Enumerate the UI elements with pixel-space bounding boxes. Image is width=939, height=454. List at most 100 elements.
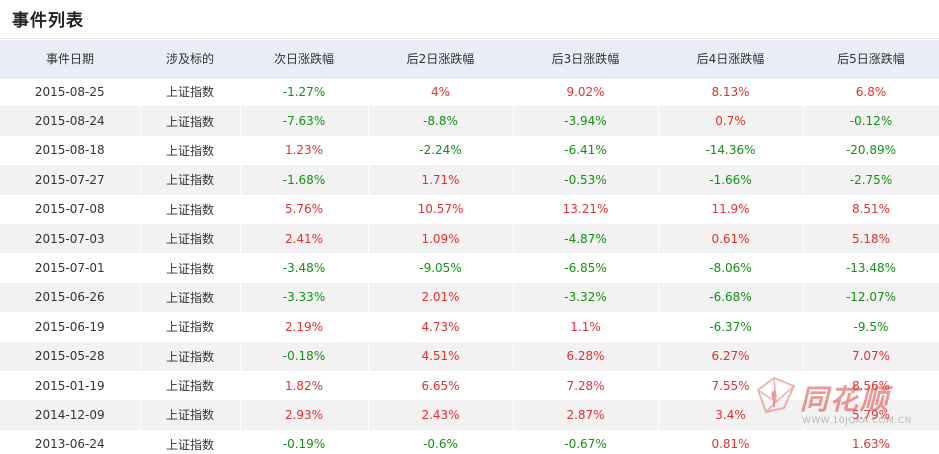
- cell-day4: -14.36%: [658, 135, 804, 166]
- cell-day2: 6.65%: [368, 370, 514, 401]
- cell-day3: 6.28%: [513, 341, 659, 371]
- cell-day1: 2.41%: [240, 223, 369, 254]
- page-header: 事件列表: [0, 0, 939, 38]
- cell-day5: 8.51%: [803, 194, 939, 224]
- table-row: 2015-08-24 上证指数 -7.63% -8.8% -3.94% 0.7% -0.12…: [0, 106, 939, 136]
- cell-day5: 8.56%: [803, 370, 939, 401]
- cell-date: 2013-06-24: [0, 429, 141, 454]
- cell-day5: 6.8%: [803, 77, 939, 107]
- cell-day5: -9.5%: [803, 312, 939, 342]
- cell-day1: 1.82%: [240, 370, 369, 401]
- cell-day1: -3.48%: [240, 253, 369, 283]
- cell-day4: -8.06%: [658, 253, 804, 283]
- column-header-day3: 后3日涨跌幅: [513, 40, 658, 78]
- cell-day3: -4.87%: [513, 223, 659, 254]
- cell-day1: -1.68%: [240, 165, 369, 195]
- cell-day1: -0.18%: [240, 341, 369, 371]
- cell-day4: 6.27%: [658, 341, 804, 371]
- cell-index: 上证指数: [140, 135, 241, 166]
- cell-day2: 4.73%: [368, 312, 514, 342]
- cell-index: 上证指数: [140, 253, 241, 283]
- table-row: 2015-07-27 上证指数 -1.68% 1.71% -0.53% -1.66% -2.…: [0, 165, 939, 195]
- cell-date: 2015-08-24: [0, 106, 141, 136]
- table-row: 2015-08-25 上证指数 -1.27% 4% 9.02% 8.13% 6.8%: [0, 77, 939, 107]
- cell-day3: -6.41%: [513, 135, 659, 166]
- column-header-day1: 次日涨跌幅: [240, 40, 368, 78]
- table-row: 2015-07-01 上证指数 -3.48% -9.05% -6.85% -8.06% -1…: [0, 253, 939, 283]
- cell-day3: -0.67%: [513, 429, 659, 454]
- page-title: 事件列表: [12, 11, 84, 31]
- cell-day2: 2.01%: [368, 282, 514, 313]
- cell-day3: 1.1%: [513, 312, 659, 342]
- table-row: 2015-05-28 上证指数 -0.18% 4.51% 6.28% 6.27% 7.07%: [0, 341, 939, 371]
- cell-date: 2015-06-26: [0, 282, 141, 313]
- cell-index: 上证指数: [140, 77, 241, 107]
- cell-index: 上证指数: [140, 165, 241, 195]
- cell-day5: 7.07%: [803, 341, 939, 371]
- cell-index: 上证指数: [140, 400, 241, 430]
- cell-day3: -3.32%: [513, 282, 659, 313]
- cell-date: 2015-06-19: [0, 312, 141, 342]
- cell-day5: 1.63%: [803, 429, 939, 454]
- column-header-index: 涉及标的: [140, 40, 240, 78]
- cell-date: 2015-07-27: [0, 165, 141, 195]
- cell-day5: -2.75%: [803, 165, 939, 195]
- cell-day4: -1.66%: [658, 165, 804, 195]
- cell-day3: -0.53%: [513, 165, 659, 195]
- cell-day1: -3.33%: [240, 282, 369, 313]
- cell-day2: -9.05%: [368, 253, 514, 283]
- cell-day3: 13.21%: [513, 194, 659, 224]
- cell-day1: 2.93%: [240, 400, 369, 430]
- table-row: 2015-01-19 上证指数 1.82% 6.65% 7.28% 7.55% 8.56%: [0, 370, 939, 401]
- table-row: 2013-06-24 上证指数 -0.19% -0.6% -0.67% 0.81% 1.63…: [0, 429, 939, 454]
- cell-index: 上证指数: [140, 223, 241, 254]
- cell-index: 上证指数: [140, 106, 241, 136]
- cell-day4: -6.37%: [658, 312, 804, 342]
- cell-day2: 10.57%: [368, 194, 514, 224]
- cell-date: 2014-12-09: [0, 400, 141, 430]
- cell-index: 上证指数: [140, 341, 241, 371]
- cell-day4: 0.81%: [658, 429, 804, 454]
- column-header-day5: 后5日涨跌幅: [803, 40, 939, 78]
- cell-day4: -6.68%: [658, 282, 804, 313]
- cell-date: 2015-05-28: [0, 341, 141, 371]
- cell-day3: 9.02%: [513, 77, 659, 107]
- cell-day3: 7.28%: [513, 370, 659, 401]
- cell-day4: 7.55%: [658, 370, 804, 401]
- cell-day2: -0.6%: [368, 429, 514, 454]
- table-row: 2015-07-03 上证指数 2.41% 1.09% -4.87% 0.61% 5.18%: [0, 223, 939, 254]
- column-header-date: 事件日期: [0, 40, 140, 78]
- cell-day5: 5.18%: [803, 223, 939, 254]
- cell-day1: -7.63%: [240, 106, 369, 136]
- cell-day4: 11.9%: [658, 194, 804, 224]
- cell-day2: -2.24%: [368, 135, 514, 166]
- cell-day5: -12.07%: [803, 282, 939, 313]
- cell-day5: 5.79%: [803, 400, 939, 430]
- cell-day1: 1.23%: [240, 135, 369, 166]
- cell-date: 2015-07-08: [0, 194, 141, 224]
- cell-day5: -13.48%: [803, 253, 939, 283]
- cell-index: 上证指数: [140, 282, 241, 313]
- cell-day4: 3.4%: [658, 400, 804, 430]
- cell-date: 2015-01-19: [0, 370, 141, 401]
- cell-day3: 2.87%: [513, 400, 659, 430]
- event-table: 事件日期 涉及标的 次日涨跌幅 后2日涨跌幅 后3日涨跌幅 后4日涨跌幅 后5日…: [0, 40, 939, 454]
- cell-day4: 8.13%: [658, 77, 804, 107]
- cell-day5: -0.12%: [803, 106, 939, 136]
- cell-date: 2015-08-25: [0, 77, 141, 107]
- cell-day4: 0.7%: [658, 106, 804, 136]
- column-header-day2: 后2日涨跌幅: [368, 40, 513, 78]
- table-body: 2015-08-25 上证指数 -1.27% 4% 9.02% 8.13% 6.8% 2015…: [0, 77, 939, 454]
- cell-date: 2015-07-01: [0, 253, 141, 283]
- table-header-row: 事件日期 涉及标的 次日涨跌幅 后2日涨跌幅 后3日涨跌幅 后4日涨跌幅 后5日…: [0, 40, 939, 78]
- cell-day2: -8.8%: [368, 106, 514, 136]
- cell-day1: 2.19%: [240, 312, 369, 342]
- table-row: 2015-06-26 上证指数 -3.33% 2.01% -3.32% -6.68% -12…: [0, 282, 939, 313]
- cell-day2: 1.09%: [368, 223, 514, 254]
- table-row: 2014-12-09 上证指数 2.93% 2.43% 2.87% 3.4% 5.79%: [0, 400, 939, 430]
- cell-day2: 4%: [368, 77, 514, 107]
- cell-index: 上证指数: [140, 370, 241, 401]
- cell-day2: 1.71%: [368, 165, 514, 195]
- cell-day1: -1.27%: [240, 77, 369, 107]
- cell-date: 2015-08-18: [0, 135, 141, 166]
